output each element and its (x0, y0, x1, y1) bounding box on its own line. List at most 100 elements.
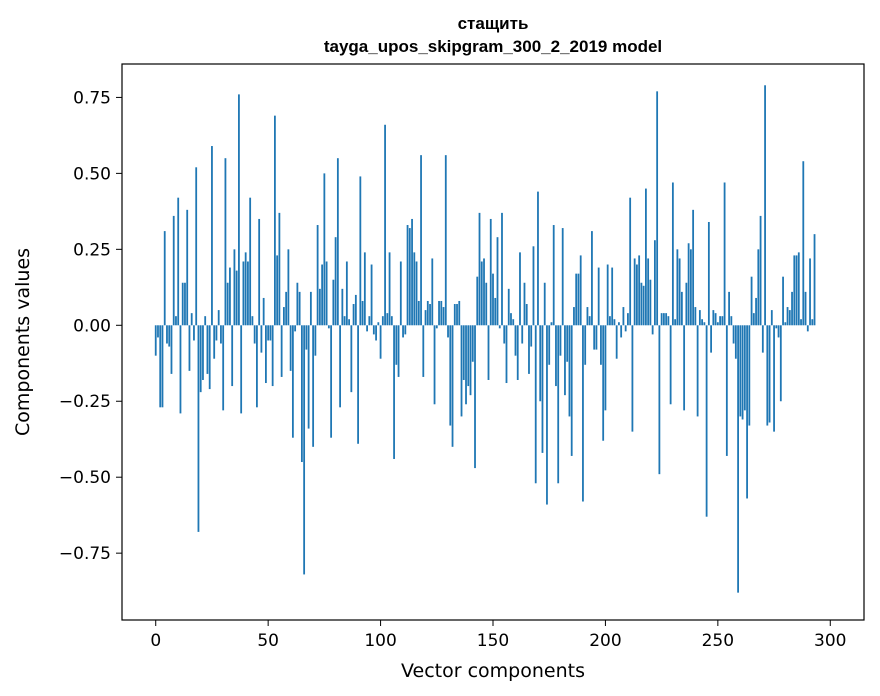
bar-79 (332, 279, 335, 326)
bar-133 (453, 304, 456, 326)
bar-28 (217, 310, 220, 326)
bar-11 (179, 325, 182, 414)
bar-69 (309, 291, 312, 326)
bar-165 (525, 304, 528, 326)
bar-131 (449, 325, 452, 426)
bar-122 (429, 304, 431, 326)
bar-244 (703, 322, 706, 326)
bar-270 (761, 325, 764, 353)
bar-116 (415, 261, 418, 326)
bar-260 (739, 325, 742, 417)
bar-206 (618, 322, 620, 326)
x-tick-label: 300 (814, 631, 846, 651)
bar-45 (256, 325, 258, 408)
bar-163 (521, 325, 524, 344)
bar-128 (442, 307, 445, 326)
bar-234 (680, 291, 683, 326)
bar-282 (788, 310, 791, 326)
bar-58 (285, 291, 288, 326)
bar-237 (687, 243, 690, 326)
bar-1 (157, 325, 159, 338)
bar-86 (348, 319, 350, 326)
bar-247 (710, 325, 712, 353)
bar-84 (343, 316, 346, 326)
bar-257 (732, 325, 735, 344)
bar-55 (278, 212, 281, 326)
bar-78 (330, 325, 333, 438)
bar-199 (602, 325, 605, 441)
bar-121 (426, 300, 429, 326)
bar-29 (220, 325, 222, 344)
bar-219 (647, 258, 650, 326)
bar-46 (258, 218, 261, 326)
bar-231 (674, 319, 677, 326)
bar-125 (435, 325, 438, 329)
bar-137 (462, 325, 465, 380)
bar-223 (656, 91, 659, 326)
bar-9 (175, 316, 177, 326)
bar-275 (773, 325, 775, 432)
bar-233 (678, 258, 681, 326)
y-axis-ticks: −0.75 −0.50 −0.25 0.00 0.25 0.50 0.75 (59, 88, 122, 564)
bar-204 (613, 319, 616, 326)
bar-74 (321, 264, 324, 326)
bar-47 (260, 325, 263, 353)
bar-110 (402, 325, 404, 338)
y-tick-label: −0.50 (59, 468, 111, 488)
bar-12 (181, 282, 184, 326)
bar-262 (743, 325, 746, 411)
bar-22 (204, 316, 207, 326)
bar-54 (276, 255, 279, 326)
bar-6 (168, 325, 171, 347)
bar-35 (233, 249, 236, 326)
bar-191 (584, 325, 587, 365)
bar-63 (296, 282, 299, 326)
bar-245 (705, 325, 708, 517)
bar-65 (300, 325, 303, 463)
bar-224 (658, 325, 661, 475)
bar-39 (242, 261, 245, 326)
bar-194 (591, 231, 593, 326)
bar-16 (190, 313, 193, 326)
bar-162 (519, 252, 521, 326)
bar-101 (381, 316, 384, 326)
bar-120 (424, 310, 427, 326)
bar-259 (737, 325, 739, 593)
bar-287 (800, 319, 802, 326)
bar-261 (741, 325, 744, 420)
bar-59 (287, 249, 290, 326)
bar-93 (363, 252, 366, 326)
bar-126 (438, 300, 440, 326)
bar-15 (188, 325, 191, 371)
bar-211 (629, 197, 632, 326)
bar-118 (420, 155, 422, 326)
bar-180 (559, 325, 562, 356)
bar-254 (725, 325, 728, 456)
bar-24 (208, 325, 211, 390)
bar-64 (298, 291, 301, 326)
bar-183 (566, 325, 569, 362)
bar-87 (350, 325, 353, 393)
bar-229 (669, 325, 672, 405)
bar-198 (600, 325, 602, 365)
bar-166 (528, 325, 530, 374)
bar-255 (728, 291, 730, 326)
bar-111 (404, 325, 407, 335)
bar-136 (460, 325, 463, 417)
bar-73 (318, 288, 321, 326)
bar-225 (660, 313, 663, 326)
bar-177 (552, 225, 555, 326)
bar-218 (645, 188, 647, 326)
bar-242 (698, 310, 701, 326)
bar-210 (627, 313, 629, 326)
bar-30 (222, 325, 225, 411)
bar-209 (624, 325, 627, 332)
bar-40 (244, 252, 247, 326)
bar-192 (586, 307, 589, 326)
bar-135 (458, 300, 461, 326)
bar-43 (251, 316, 254, 326)
bar-31 (224, 158, 227, 326)
bar-38 (240, 325, 243, 414)
bar-280 (784, 322, 787, 326)
bar-250 (716, 322, 719, 326)
